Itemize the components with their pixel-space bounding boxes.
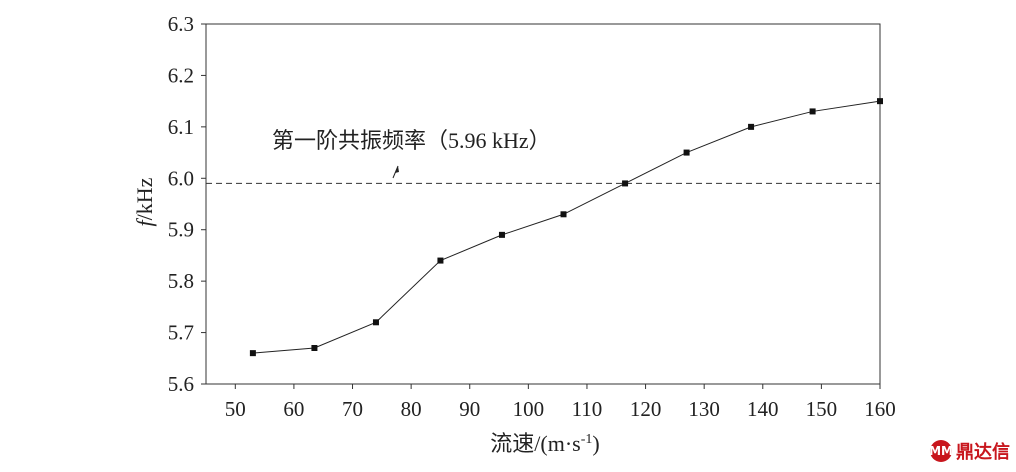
series-layer [249, 98, 883, 357]
y-tick-label: 6.0 [168, 166, 194, 190]
x-tick-label: 150 [806, 397, 838, 421]
data-point [748, 123, 755, 130]
annotation-arrow [392, 165, 399, 179]
data-point [809, 108, 816, 115]
data-point [311, 345, 318, 351]
x-tick-label: 50 [225, 397, 246, 421]
tick-layer: 50 60 70 80 90 100 110 120 130 140 150 160 5.6 5.7 5.8… [168, 12, 896, 421]
x-tick-label: 110 [572, 397, 603, 421]
annotation-label: 第一阶共振频率（5.96 kHz） [272, 128, 551, 153]
data-point [560, 211, 567, 218]
y-tick-label: 6.3 [168, 12, 194, 36]
y-tick-label: 5.8 [168, 269, 194, 293]
x-tick-label: 140 [747, 397, 779, 421]
x-tick-label: 80 [401, 397, 422, 421]
x-tick-label: 70 [342, 397, 363, 421]
x-axis-title-main: 流速/(m·s [490, 431, 580, 456]
y-axis-title-rest: /kHz [132, 177, 157, 220]
data-point [683, 149, 690, 156]
x-axis-title: 流速/(m·s-1) [490, 431, 599, 456]
watermark-logo: MM [929, 440, 953, 462]
data-point [498, 231, 505, 238]
data-point [372, 319, 379, 326]
data-point [877, 98, 883, 105]
plot-frame [205, 23, 881, 385]
plot-border [205, 23, 881, 385]
x-tick-label: 60 [283, 397, 304, 421]
watermark-text: 鼎达信 [956, 442, 1010, 463]
x-axis-title-sup: -1 [581, 432, 593, 447]
y-tick-label: 5.6 [168, 372, 194, 396]
data-point [249, 350, 256, 357]
data-point [622, 180, 629, 187]
y-tick-label: 6.1 [168, 115, 194, 139]
x-tick-label: 130 [688, 397, 720, 421]
watermark: MM 鼎达信 [929, 438, 1010, 464]
y-tick-label: 5.9 [168, 218, 194, 242]
data-point [437, 257, 444, 264]
y-axis-title: f/kHz [132, 177, 157, 226]
y-tick-label: 5.7 [168, 321, 194, 345]
x-tick-label: 120 [630, 397, 662, 421]
y-axis-title-italic: f [132, 217, 157, 226]
x-axis-title-end: ) [592, 431, 599, 456]
x-tick-label: 90 [459, 397, 480, 421]
y-tick-label: 6.2 [168, 63, 194, 87]
x-tick-label: 160 [864, 397, 896, 421]
x-tick-label: 100 [513, 397, 545, 421]
